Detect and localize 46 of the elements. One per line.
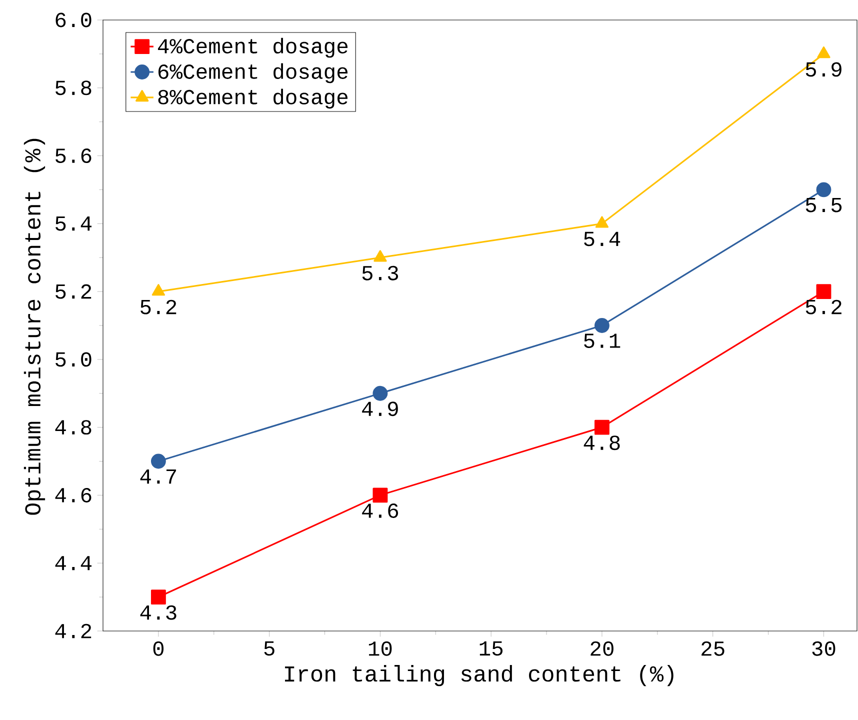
data-label: 5.5 bbox=[806, 198, 842, 212]
x-tick-label: 25 bbox=[702, 641, 724, 656]
data-label: 4.6 bbox=[362, 503, 398, 518]
y-tick-label: 5.2 bbox=[56, 284, 92, 299]
point bbox=[817, 46, 830, 58]
x-tick-label: 20 bbox=[590, 641, 614, 656]
y-tick-label: 5.0 bbox=[56, 352, 92, 367]
legend-label: 8%Cement dosage bbox=[158, 88, 348, 109]
data-label: 5.9 bbox=[806, 62, 842, 77]
point bbox=[372, 488, 388, 503]
point bbox=[374, 250, 387, 262]
y-tick-label: 4.8 bbox=[55, 420, 92, 435]
y-tick-label: 6.0 bbox=[56, 12, 92, 28]
y-tick-label: 5.4 bbox=[56, 216, 92, 231]
x-tick-label: 5 bbox=[264, 641, 274, 656]
legend-label: 6%Cement dosage bbox=[158, 63, 348, 84]
x-axis-title: Iron tailing sand content (%) bbox=[285, 665, 674, 686]
data-label: 5.3 bbox=[362, 266, 398, 280]
y-tick-label: 4.4 bbox=[55, 556, 92, 570]
legend-label: 4%Cement dosage bbox=[158, 38, 348, 58]
y-axis-title: Optimum moisture content (%) bbox=[24, 138, 46, 515]
x-tick-label: 30 bbox=[812, 641, 836, 656]
data-label: 5.1 bbox=[584, 334, 620, 348]
point bbox=[150, 454, 166, 469]
point bbox=[816, 182, 832, 198]
data-label: 4.7 bbox=[140, 470, 176, 484]
point bbox=[594, 318, 610, 333]
y-tick-label: 5.8 bbox=[56, 80, 92, 96]
point bbox=[594, 420, 610, 435]
x-tick-label: 10 bbox=[368, 641, 392, 656]
y-tick-label: 4.6 bbox=[55, 488, 92, 502]
data-label: 5.2 bbox=[140, 300, 176, 314]
data-label: 4.9 bbox=[362, 402, 398, 416]
y-tick-label: 4.2 bbox=[55, 624, 92, 638]
point bbox=[152, 284, 166, 296]
data-label: 4.8 bbox=[584, 436, 620, 450]
point bbox=[595, 216, 609, 228]
x-tick-label: 0 bbox=[153, 641, 164, 656]
x-tick-label: 15 bbox=[480, 641, 503, 656]
point bbox=[372, 386, 388, 401]
point bbox=[816, 284, 832, 300]
data-label: 4.3 bbox=[140, 605, 176, 620]
data-label: 5.4 bbox=[584, 232, 620, 246]
point bbox=[150, 590, 166, 605]
y-tick-label: 5.6 bbox=[56, 148, 92, 164]
data-label: 5.2 bbox=[806, 300, 842, 314]
